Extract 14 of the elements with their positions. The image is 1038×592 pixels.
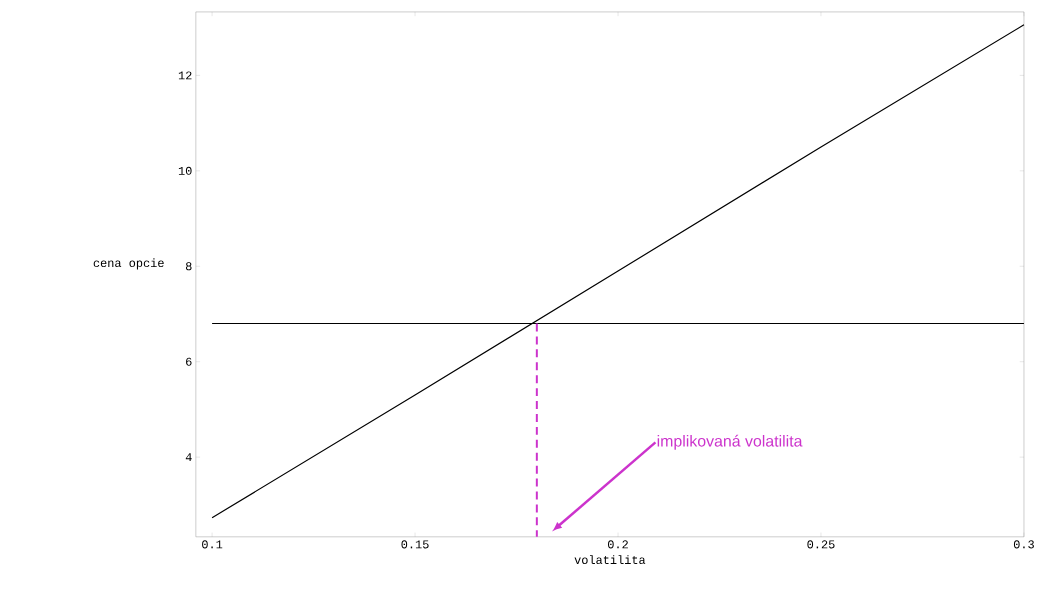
y-tick-label: 10 — [178, 166, 192, 175]
line-series — [211, 23, 1025, 519]
x-tick-label: 0.1 — [202, 540, 223, 549]
x-tick-label: 0.2 — [608, 540, 628, 549]
y-tick-label: 6 — [186, 357, 192, 366]
y-tick-label: 4 — [185, 452, 192, 461]
annotation: implikovaná volatilita — [657, 434, 803, 450]
y-tick-label: 12 — [178, 71, 192, 80]
x-tick-label: 0.15 — [401, 540, 429, 549]
y-axis-title: cena opcie — [93, 258, 164, 270]
x-axis-title: volatilita — [574, 555, 646, 564]
x-tick-label: 0.3 — [1013, 540, 1034, 549]
y-tick-label: 8 — [185, 261, 192, 271]
x-tick-label: 0.25 — [807, 540, 835, 549]
